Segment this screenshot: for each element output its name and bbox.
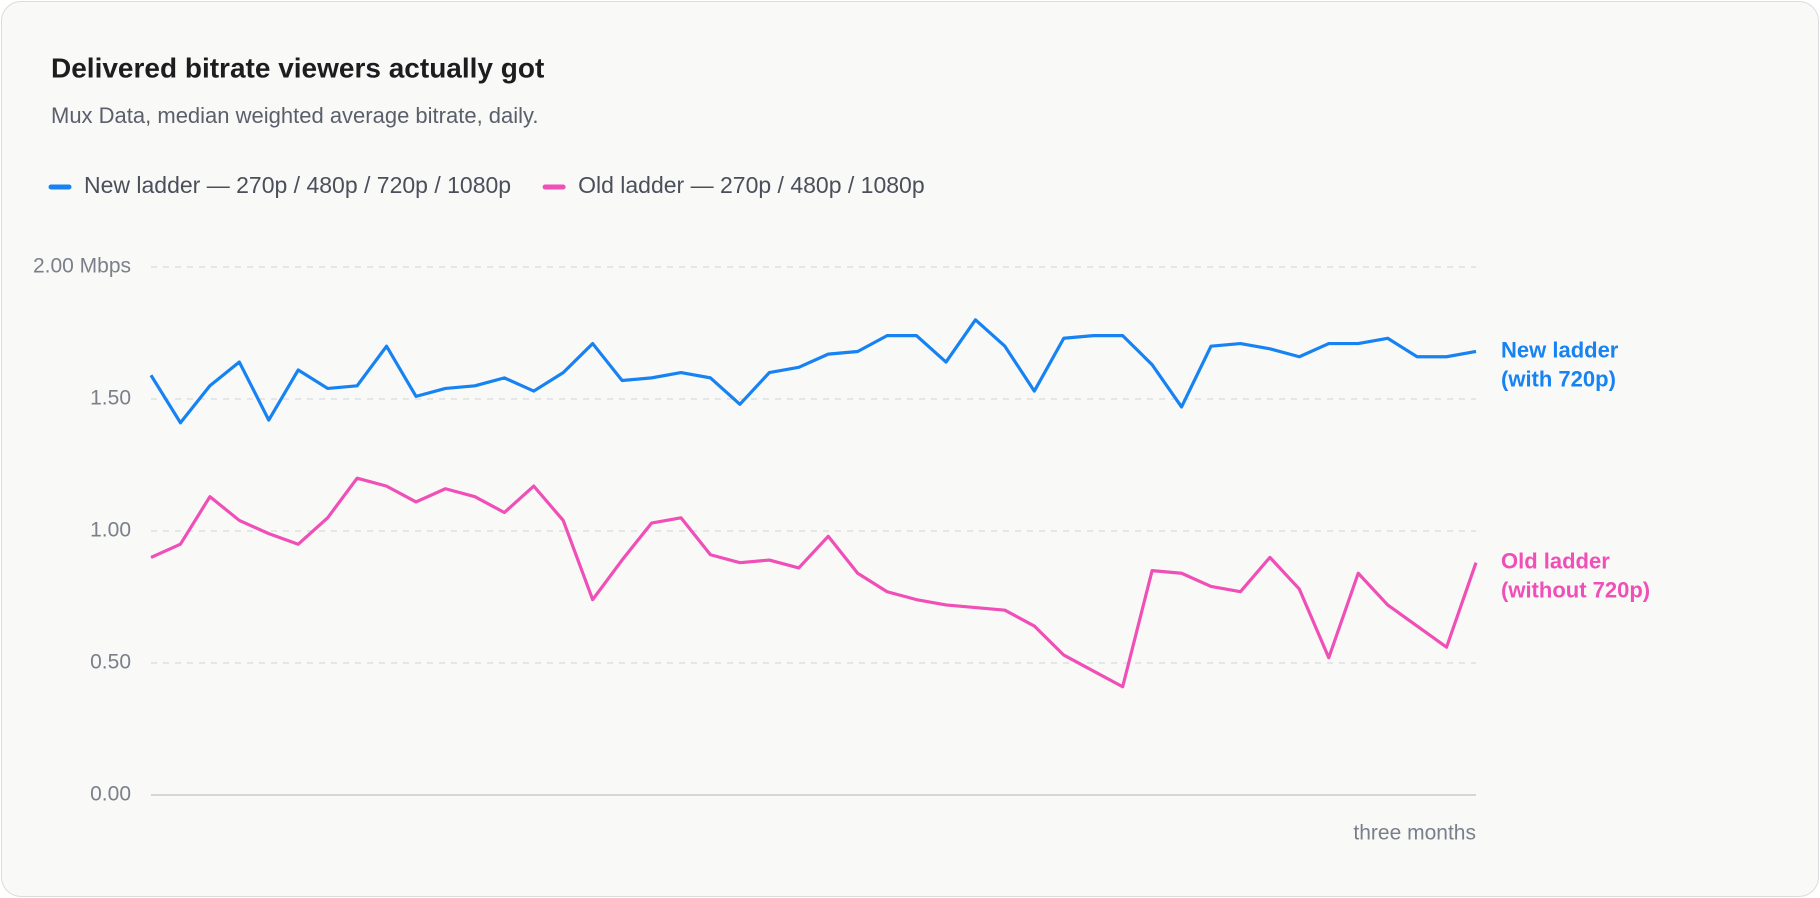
y-tick-label: 0.50 [90, 651, 131, 674]
series-line [150, 476, 1478, 689]
end-label: (without 720p) [1501, 577, 1650, 602]
y-tick-label: 0.00 [90, 783, 131, 806]
legend-label: New ladder — 270p / 480p / 720p / 1080p [84, 172, 511, 198]
y-tick-label: 2.00 Mbps [33, 255, 131, 278]
end-label: (with 720p) [1501, 366, 1616, 391]
y-tick-label: 1.50 [90, 387, 131, 410]
chart-title: Delivered bitrate viewers actually got [51, 52, 544, 83]
end-label: New ladder [1501, 337, 1619, 362]
series-line [149, 318, 1477, 425]
y-tick-label: 1.00 [90, 519, 131, 542]
chart-subtitle: Mux Data, median weighted average bitrat… [51, 103, 539, 128]
x-axis-label: three months [1353, 822, 1476, 845]
legend-label: Old ladder — 270p / 480p / 1080p [578, 172, 925, 198]
end-label: Old ladder [1501, 548, 1610, 573]
